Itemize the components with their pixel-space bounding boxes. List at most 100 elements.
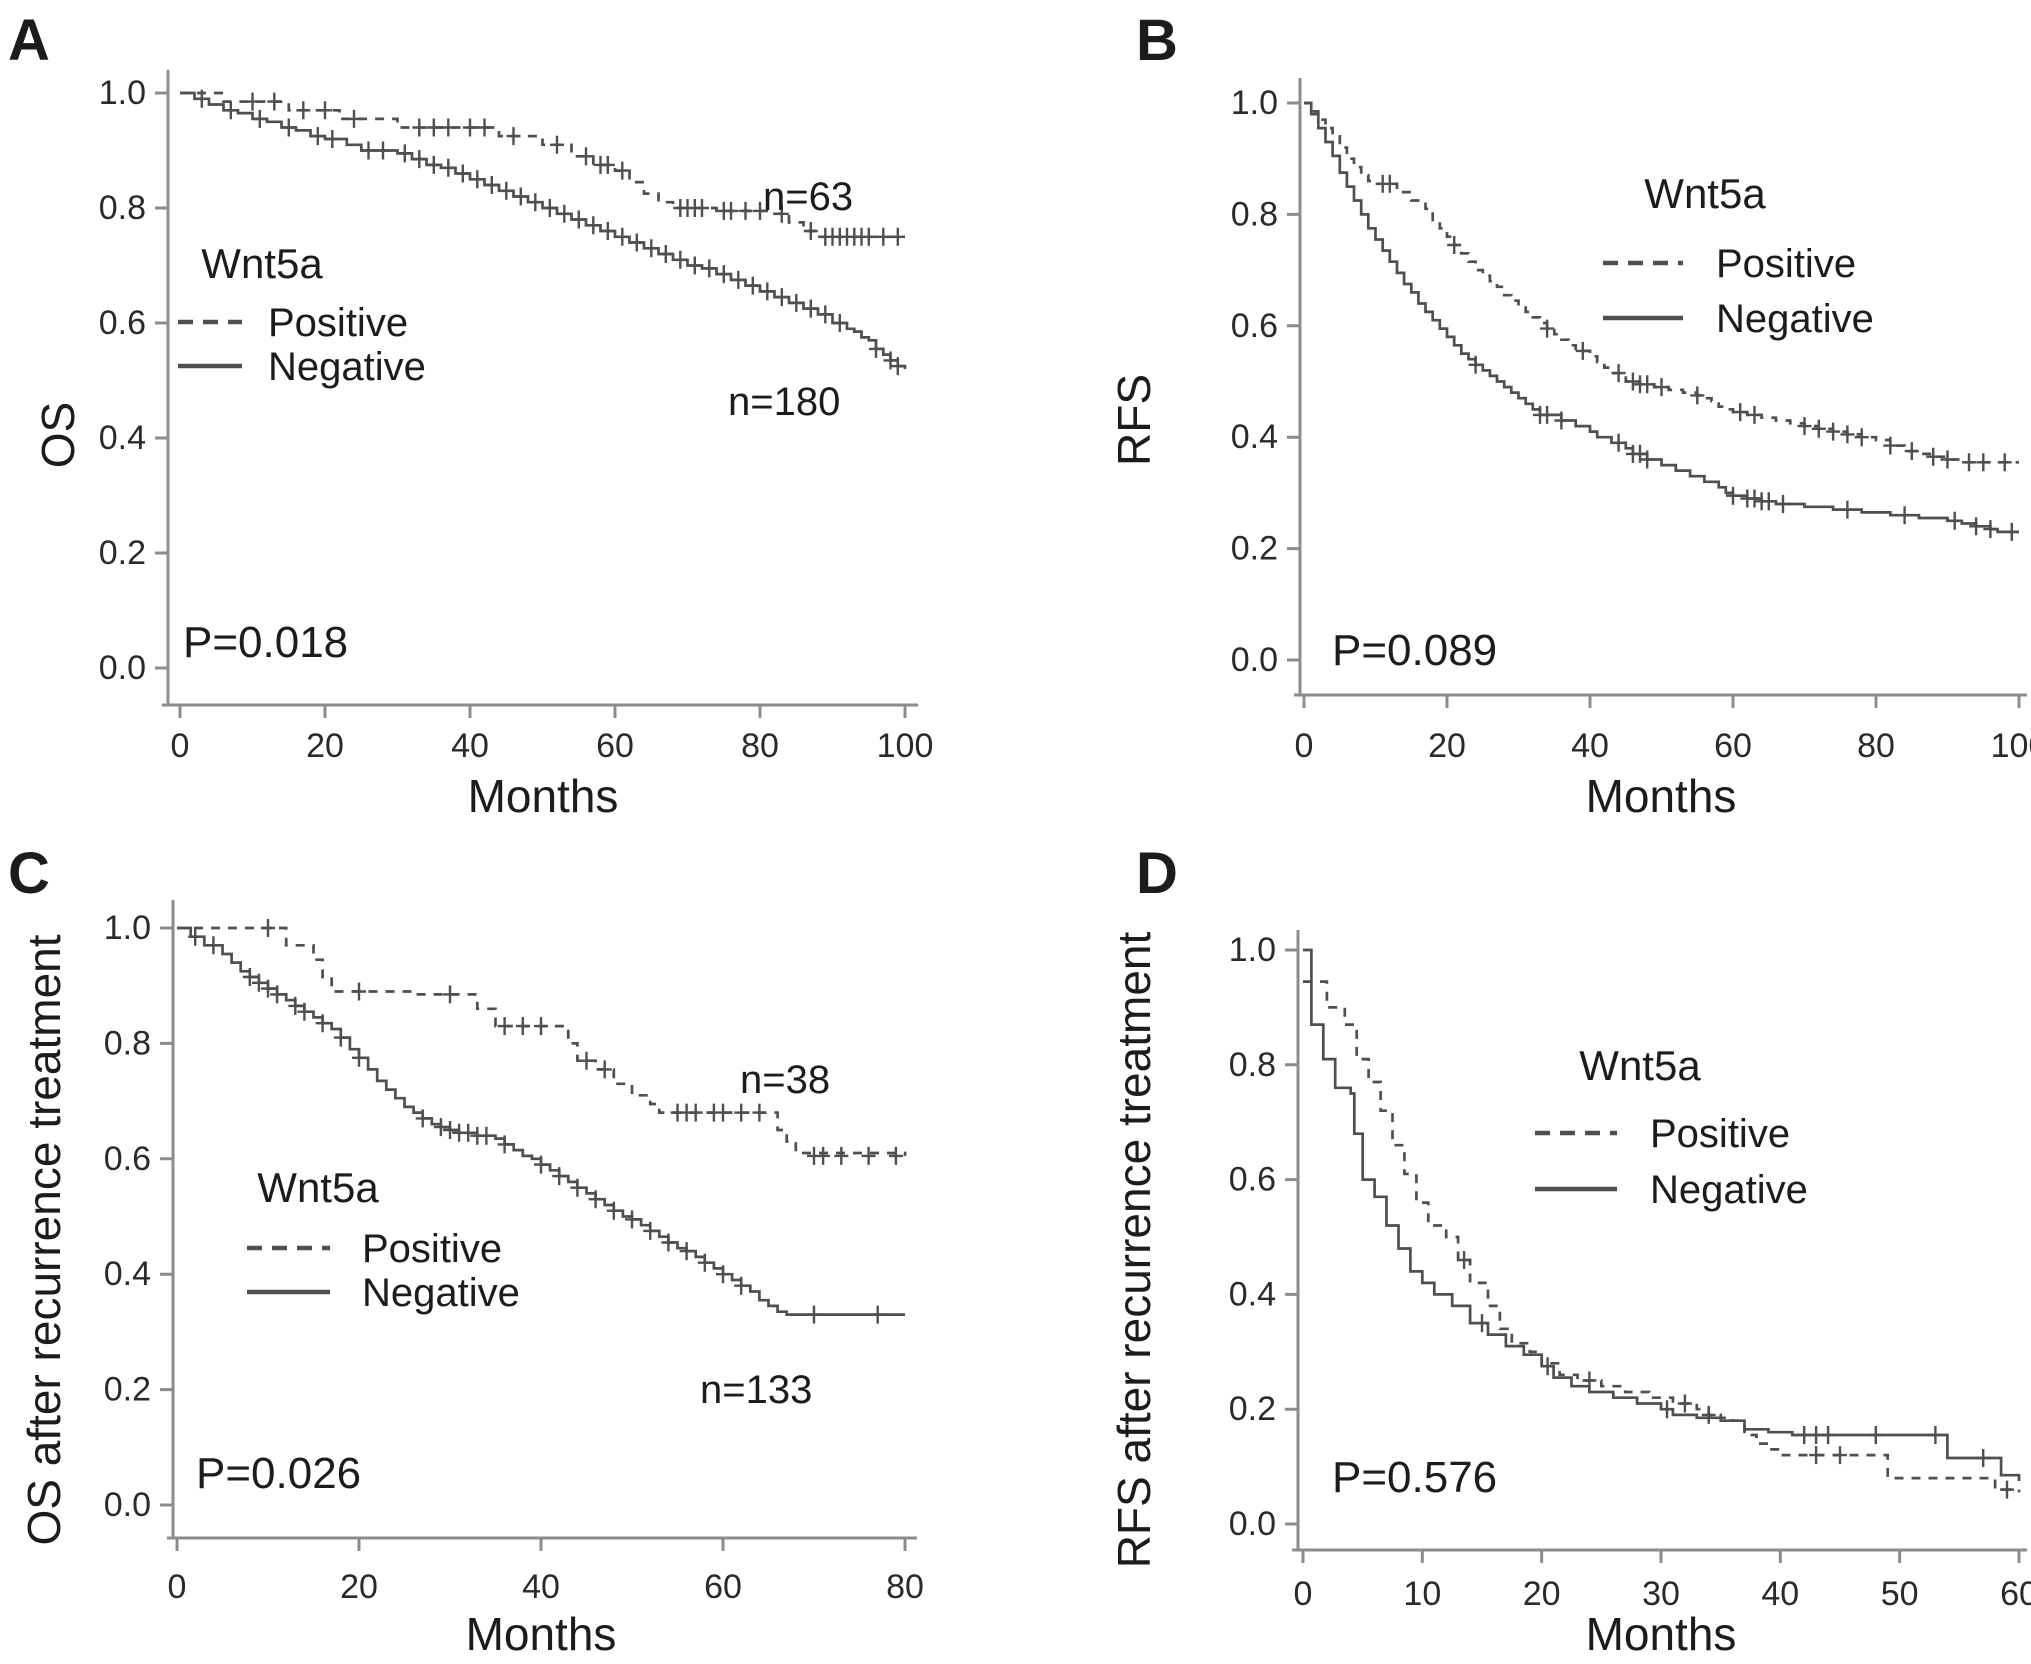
- x-axis-title: Months: [1586, 770, 1737, 822]
- censor-marks-positive-D: [1457, 1251, 2014, 1499]
- y-tick-label: 0.2: [104, 1371, 151, 1409]
- p-value-B: P=0.089: [1332, 626, 1497, 675]
- legend-positive-label: Positive: [268, 301, 408, 345]
- x-tick-label: 30: [1642, 1575, 1680, 1613]
- n-count-annotation: n=180: [728, 380, 840, 424]
- p-value-C: P=0.026: [196, 1449, 361, 1498]
- x-tick-label: 80: [1857, 727, 1895, 765]
- x-tick-label: 60: [2000, 1575, 2031, 1613]
- panel-letter-D: D: [1136, 841, 1178, 906]
- censor-marks-positive-B: [1375, 174, 2012, 472]
- y-tick-label: 0.8: [1229, 1046, 1276, 1084]
- y-tick-label: 0.0: [99, 649, 146, 687]
- legend-positive-label: Positive: [1716, 242, 1856, 286]
- panel-letter-C: C: [8, 841, 50, 906]
- y-axis-title: OS: [32, 402, 84, 468]
- y-tick-label: 0.6: [1231, 307, 1278, 345]
- x-tick-label: 0: [168, 1568, 187, 1606]
- curve-negative-B: [1304, 101, 2019, 534]
- x-tick-label: 100: [877, 727, 934, 765]
- y-tick-label: 0.8: [104, 1024, 151, 1062]
- x-axis-title: Months: [468, 770, 619, 822]
- axes-D: [1285, 930, 2027, 1563]
- panel-letter-A: A: [8, 8, 50, 73]
- censor-marks-positive-A: [245, 92, 905, 246]
- legend-positive-label: Positive: [1650, 1112, 1790, 1156]
- y-tick-label: 0.4: [99, 419, 146, 457]
- y-axis-title: RFS: [1108, 374, 1160, 466]
- x-axis-title: Months: [466, 1608, 617, 1660]
- y-tick-label: 0.2: [1229, 1390, 1276, 1428]
- x-tick-label: 0: [171, 727, 190, 765]
- legend-negative-label: Negative: [268, 345, 426, 389]
- x-tick-label: 40: [1571, 727, 1609, 765]
- panel-C: 0.0 0.2 0.4 0.6 0.8 1.0 0 20 40 60 80 Months OS afte…: [8, 841, 924, 1660]
- y-tick-label: 0.8: [1231, 195, 1278, 233]
- x-tick-label: 60: [704, 1568, 742, 1606]
- y-tick-label: 0.8: [99, 189, 146, 227]
- x-tick-label: 60: [1714, 727, 1752, 765]
- y-tick-label: 0.0: [104, 1486, 151, 1524]
- censor-marks-negative-D: [1475, 1314, 1991, 1467]
- x-tick-label: 80: [741, 727, 779, 765]
- legend-negative-label: Negative: [1716, 297, 1874, 341]
- panel-B: 0.0 0.2 0.4 0.6 0.8 1.0 0 20 40 60 80 100 Months RFS B…: [1108, 8, 2031, 822]
- y-tick-label: 1.0: [1231, 84, 1278, 122]
- p-value-D: P=0.576: [1332, 1453, 1497, 1502]
- axes-A: [155, 70, 918, 718]
- x-tick-label: 40: [522, 1568, 560, 1606]
- x-tick-label: 20: [1523, 1575, 1561, 1613]
- legend-title-A: Wnt5a: [201, 240, 323, 287]
- y-tick-label: 0.0: [1229, 1505, 1276, 1543]
- legend-title-D: Wnt5a: [1579, 1042, 1701, 1089]
- panel-D: 0.0 0.2 0.4 0.6 0.8 1.0 0 10 20 30 40 50 60 Months RFS…: [1108, 841, 2031, 1660]
- y-tick-label: 0.4: [104, 1255, 151, 1293]
- legend-negative-label: Negative: [362, 1271, 520, 1315]
- x-tick-label: 0: [1294, 1575, 1313, 1613]
- y-tick-label: 0.2: [1231, 530, 1278, 568]
- axes-B: [1287, 78, 2027, 708]
- x-tick-label: 10: [1403, 1575, 1441, 1613]
- x-axis-title: Months: [1586, 1608, 1737, 1660]
- censor-marks-negative-B: [1468, 355, 2019, 541]
- legend-title-C: Wnt5a: [257, 1164, 379, 1211]
- p-value-A: P=0.018: [183, 618, 348, 667]
- y-tick-label: 0.4: [1231, 418, 1278, 456]
- y-tick-label: 0.6: [1229, 1161, 1276, 1199]
- censor-marks-positive-C: [261, 919, 903, 1165]
- x-tick-label: 100: [1991, 727, 2031, 765]
- x-tick-label: 40: [451, 727, 489, 765]
- y-tick-label: 1.0: [99, 74, 146, 112]
- x-tick-label: 80: [886, 1568, 924, 1606]
- legend-positive-label: Positive: [362, 1227, 502, 1271]
- legend-title-B: Wnt5a: [1644, 170, 1766, 217]
- axes-C: [160, 900, 917, 1551]
- x-tick-label: 20: [306, 727, 344, 765]
- y-tick-label: 0.4: [1229, 1275, 1276, 1313]
- y-axis-title: OS after recurrence treatment: [18, 934, 70, 1545]
- y-tick-label: 0.2: [99, 534, 146, 572]
- y-tick-label: 1.0: [1229, 931, 1276, 969]
- y-tick-label: 0.0: [1231, 641, 1278, 679]
- x-tick-label: 60: [596, 727, 634, 765]
- n-count-annotation: n=38: [740, 1058, 830, 1102]
- y-tick-label: 0.6: [104, 1140, 151, 1178]
- censor-marks-negative-A: [194, 89, 905, 376]
- legend-negative-label: Negative: [1650, 1168, 1808, 1212]
- x-tick-label: 20: [1428, 727, 1466, 765]
- panel-A: 0.0 0.2 0.4 0.6 0.8 1.0 0 20 40 60 80 100 Months OS A W…: [8, 8, 933, 822]
- panel-letter-B: B: [1136, 8, 1178, 73]
- censor-marks-negative-C: [188, 927, 885, 1324]
- y-tick-label: 0.6: [99, 304, 146, 342]
- x-tick-label: 0: [1295, 727, 1314, 765]
- x-tick-label: 20: [340, 1568, 378, 1606]
- y-axis-title: RFS after recurrence treatment: [1108, 932, 1160, 1569]
- x-tick-label: 40: [1761, 1575, 1799, 1613]
- curve-negative-D: [1303, 948, 2021, 1481]
- n-count-annotation: n=63: [763, 175, 853, 219]
- curve-positive-C: [177, 926, 907, 1156]
- n-count-annotation: n=133: [700, 1368, 812, 1412]
